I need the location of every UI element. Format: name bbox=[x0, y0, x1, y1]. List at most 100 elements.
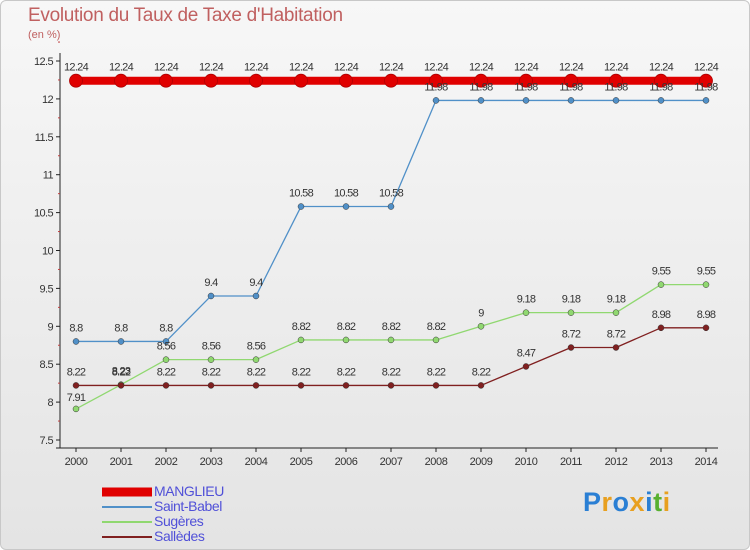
data-label: 8.56 bbox=[247, 341, 266, 353]
chart-title: Evolution du Taux de Taxe d'Habitation bbox=[28, 5, 343, 26]
data-point bbox=[342, 203, 350, 210]
data-label: 8.56 bbox=[202, 341, 221, 353]
data-point bbox=[519, 73, 533, 88]
legend-item-salledes: Sallèdes bbox=[102, 529, 224, 544]
y-tick-label: 9 bbox=[47, 321, 53, 333]
data-label: 8.22 bbox=[202, 366, 221, 378]
data-label: 12.24 bbox=[199, 62, 224, 74]
data-label: 8.22 bbox=[337, 366, 356, 378]
data-point bbox=[702, 281, 710, 288]
data-label: 8.22 bbox=[427, 366, 446, 378]
data-point bbox=[204, 73, 218, 88]
data-label: 12.24 bbox=[424, 62, 449, 74]
x-tick-label: 2001 bbox=[110, 456, 133, 468]
data-point bbox=[612, 309, 620, 316]
data-label: 9.18 bbox=[607, 294, 626, 306]
x-tick-label: 2010 bbox=[515, 456, 538, 468]
data-point bbox=[567, 309, 575, 316]
data-point bbox=[162, 382, 170, 389]
data-label: 9.18 bbox=[562, 294, 581, 306]
data-point bbox=[117, 382, 125, 389]
data-label: 12.24 bbox=[109, 62, 134, 74]
data-point bbox=[249, 73, 263, 88]
data-point bbox=[72, 382, 80, 389]
data-label: 12.24 bbox=[559, 62, 584, 74]
x-tick-label: 2004 bbox=[245, 456, 268, 468]
data-label: 8.8 bbox=[69, 322, 83, 334]
data-point bbox=[207, 292, 215, 300]
y-tick-label: 9.5 bbox=[40, 283, 54, 295]
data-label: 9.55 bbox=[652, 266, 671, 278]
data-label: 8.22 bbox=[247, 366, 266, 378]
data-point bbox=[207, 382, 215, 389]
data-label: 8.82 bbox=[382, 321, 401, 333]
legend-label-saint-babel: Saint-Babel bbox=[154, 498, 222, 514]
data-label: 8.22 bbox=[157, 366, 176, 378]
data-label: 9.55 bbox=[697, 266, 716, 278]
y-tick-label: 11 bbox=[43, 170, 54, 182]
data-label: 12.24 bbox=[334, 62, 359, 74]
logo-letter: o bbox=[612, 487, 630, 517]
data-label: 9.4 bbox=[204, 277, 218, 289]
data-label: 7.91 bbox=[67, 392, 86, 404]
chart-subtitle: (en %) bbox=[28, 29, 61, 41]
x-tick-label: 2003 bbox=[200, 456, 223, 468]
data-label: 8.47 bbox=[517, 347, 536, 359]
y-tick-label: 8.5 bbox=[40, 359, 54, 371]
proxiti-logo: Proxiti bbox=[583, 487, 671, 518]
logo-letter: x bbox=[629, 487, 646, 517]
data-label: 12.24 bbox=[604, 62, 629, 74]
data-point bbox=[252, 356, 260, 363]
data-label: 12.24 bbox=[379, 62, 404, 74]
data-point bbox=[654, 73, 668, 88]
data-point bbox=[609, 73, 623, 88]
chart-legend: MANGLIEU Saint-Babel Sugères Sallèdes bbox=[102, 484, 224, 544]
data-label: 12.24 bbox=[514, 62, 539, 74]
x-tick-label: 2000 bbox=[65, 456, 88, 468]
data-label: 8.72 bbox=[607, 329, 626, 341]
data-label: 11.98 bbox=[424, 81, 448, 93]
data-label: 11.98 bbox=[649, 81, 673, 93]
x-tick-label: 2013 bbox=[650, 456, 673, 468]
data-label: 12.24 bbox=[649, 62, 674, 74]
data-label: 8.22 bbox=[292, 366, 311, 378]
y-tick-label: 12 bbox=[42, 94, 54, 106]
data-point bbox=[432, 382, 440, 389]
data-point bbox=[72, 405, 80, 413]
data-label: 8.82 bbox=[292, 321, 311, 333]
data-label: 8.98 bbox=[697, 309, 716, 321]
x-tick-label: 2006 bbox=[335, 456, 358, 468]
data-label: 8.22 bbox=[112, 366, 131, 378]
data-point bbox=[432, 336, 440, 344]
x-tick-label: 2008 bbox=[425, 456, 448, 468]
data-point bbox=[567, 97, 575, 104]
data-label: 8.22 bbox=[382, 366, 401, 378]
data-point bbox=[387, 203, 395, 210]
data-point bbox=[567, 344, 575, 351]
data-point bbox=[657, 281, 665, 288]
data-point bbox=[474, 73, 488, 88]
data-label: 8.98 bbox=[652, 309, 671, 321]
data-point bbox=[564, 73, 578, 88]
data-label: 10.58 bbox=[379, 188, 404, 200]
x-tick-label: 2005 bbox=[290, 456, 313, 468]
y-tick-label: 8 bbox=[47, 397, 53, 409]
data-point bbox=[252, 382, 260, 389]
logo-letter: r bbox=[601, 487, 613, 517]
data-label: 11.98 bbox=[694, 81, 718, 93]
x-tick-label: 2007 bbox=[380, 456, 403, 468]
data-point bbox=[522, 97, 530, 104]
data-point bbox=[297, 336, 305, 344]
y-tick-label: 12.5 bbox=[34, 56, 53, 68]
data-point bbox=[339, 73, 353, 88]
x-tick-label: 2002 bbox=[155, 456, 178, 468]
data-point bbox=[477, 97, 485, 104]
data-point bbox=[294, 73, 308, 88]
data-point bbox=[657, 97, 665, 104]
data-point bbox=[159, 73, 173, 88]
data-label: 8.8 bbox=[114, 322, 128, 334]
data-label: 12.24 bbox=[469, 62, 494, 74]
legend-item-sugeres: Sugères bbox=[102, 514, 224, 529]
